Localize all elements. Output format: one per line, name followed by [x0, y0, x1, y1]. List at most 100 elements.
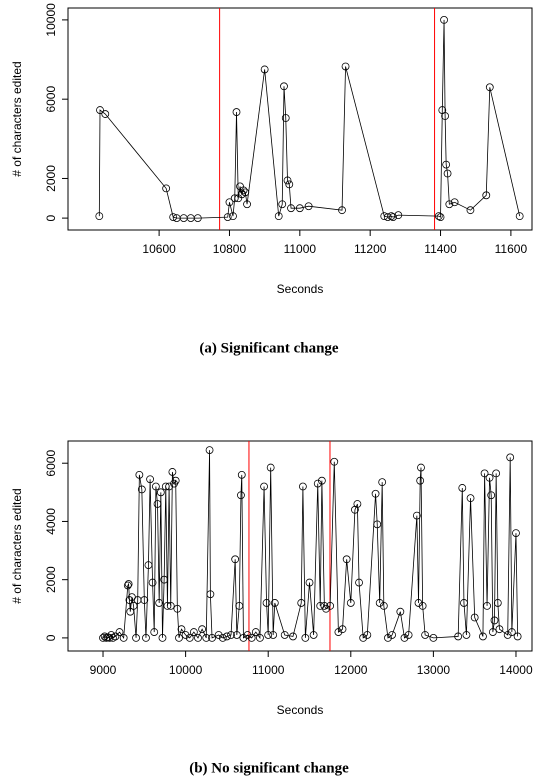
- data-point: [239, 186, 248, 195]
- data-point: [278, 200, 287, 209]
- plot-box: [67, 7, 533, 231]
- data-point: [115, 628, 124, 636]
- data-point: [322, 604, 330, 613]
- x-tick-label: 10000: [169, 663, 203, 677]
- data-point: [146, 475, 154, 484]
- data-point: [241, 188, 250, 197]
- plot-box: [67, 440, 533, 652]
- data-point: [280, 82, 288, 91]
- x-tick-label: 10800: [213, 242, 247, 256]
- data-point: [129, 601, 138, 610]
- data-point: [160, 575, 169, 584]
- data-point: [283, 176, 292, 185]
- data-point: [158, 633, 167, 642]
- data-point: [95, 212, 104, 221]
- data-point: [214, 631, 223, 639]
- data-point: [119, 633, 128, 642]
- data-point: [342, 555, 351, 564]
- data-point: [338, 625, 347, 634]
- data-point: [454, 632, 463, 641]
- data-point: [153, 500, 162, 508]
- data-point: [414, 599, 423, 607]
- data-point: [269, 631, 278, 639]
- data-point: [304, 202, 313, 211]
- x-tick-label: 11200: [354, 242, 387, 256]
- data-point: [483, 601, 491, 610]
- data-point: [434, 212, 443, 221]
- data-point: [341, 62, 350, 71]
- y-tick-label: 2000: [44, 566, 58, 593]
- data-point: [383, 213, 392, 222]
- data-point: [429, 633, 438, 642]
- data-point: [194, 633, 202, 642]
- data-point: [137, 485, 146, 494]
- data-point: [297, 599, 306, 607]
- data-point: [171, 476, 180, 485]
- data-point: [126, 607, 135, 616]
- data-point: [466, 206, 475, 215]
- data-point: [359, 633, 368, 642]
- data-point: [132, 633, 140, 642]
- data-point: [166, 601, 175, 610]
- data-point: [151, 482, 160, 491]
- data-point: [256, 633, 264, 642]
- data-point: [123, 581, 132, 590]
- data-point: [208, 633, 216, 642]
- data-point: [460, 599, 468, 607]
- data-point: [239, 633, 248, 642]
- data-point: [135, 470, 144, 479]
- data-point: [124, 580, 133, 588]
- x-tick-label: 11400: [424, 242, 457, 256]
- data-point: [295, 204, 304, 213]
- data-point: [150, 628, 159, 636]
- y-tick-label: 0: [44, 634, 58, 641]
- data-point: [155, 599, 164, 607]
- data-point: [400, 633, 409, 642]
- data-point: [462, 631, 471, 639]
- data-point: [148, 578, 157, 587]
- data-line: [102, 450, 519, 640]
- data-point: [512, 529, 520, 537]
- y-tick-label: 2000: [44, 165, 58, 192]
- data-point: [458, 484, 467, 492]
- data-point: [334, 628, 343, 636]
- data-point: [274, 212, 283, 221]
- data-point: [371, 489, 380, 498]
- data-point: [482, 191, 491, 200]
- data-point: [262, 599, 271, 607]
- data-point: [193, 214, 202, 223]
- y-axis-label: # of characters edited: [10, 488, 24, 603]
- caption: (a) Significant change: [199, 340, 339, 356]
- data-point: [235, 601, 244, 610]
- data-point: [109, 633, 117, 642]
- data-point: [181, 631, 190, 639]
- data-point: [418, 601, 427, 610]
- data-point: [445, 200, 454, 209]
- data-point: [485, 473, 494, 482]
- data-line: [98, 19, 521, 219]
- data-point: [198, 625, 207, 634]
- data-point: [237, 470, 246, 479]
- data-point: [412, 511, 421, 520]
- data-point: [225, 198, 234, 207]
- data-point: [237, 491, 245, 500]
- data-point: [330, 457, 339, 466]
- x-tick-label: 11000: [252, 663, 285, 677]
- data-point: [142, 633, 150, 642]
- x-axis-label: Seconds: [277, 282, 324, 296]
- data-point: [495, 625, 504, 634]
- data-point: [493, 599, 502, 607]
- data-point: [189, 628, 198, 636]
- data-point: [416, 476, 425, 485]
- data-point: [140, 596, 149, 604]
- data-point: [125, 596, 134, 604]
- data-point: [101, 110, 110, 118]
- data-point: [326, 601, 335, 610]
- data-point: [488, 628, 497, 636]
- data-point: [373, 520, 382, 529]
- data-point: [243, 200, 251, 209]
- data-point: [305, 578, 314, 587]
- x-tick-label: 14000: [499, 663, 533, 677]
- data-point: [298, 482, 307, 491]
